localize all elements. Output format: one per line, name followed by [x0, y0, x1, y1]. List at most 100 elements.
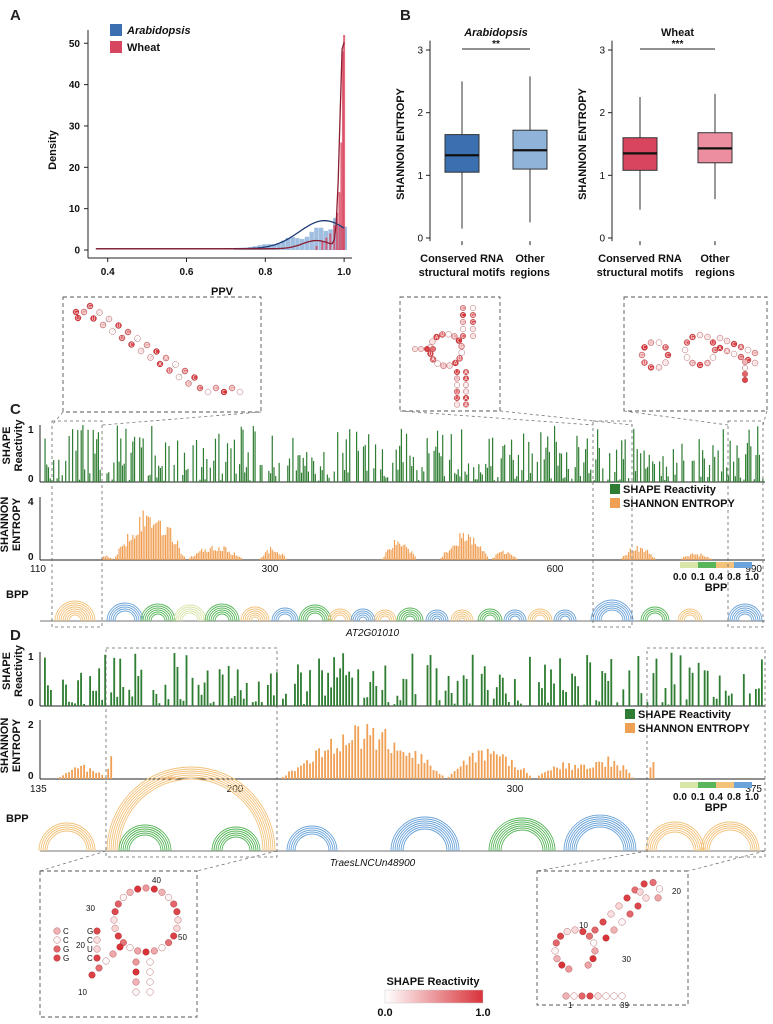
bpp-arc — [108, 604, 142, 622]
entropy-bar — [182, 555, 184, 560]
bpp-arc — [210, 609, 234, 622]
panel-letter-d: D — [10, 627, 21, 644]
nucleotide-letter: C — [453, 334, 457, 340]
nucleotide — [602, 934, 610, 942]
bpp-arc — [68, 614, 82, 622]
entropy-bar — [414, 556, 416, 560]
bpp-arc — [148, 611, 168, 622]
hist-bar-arabidopsis — [266, 244, 272, 250]
bpp-arc — [329, 610, 351, 622]
shape-bar — [161, 466, 163, 482]
entropy-bar — [650, 554, 652, 560]
entropy-bar — [62, 775, 64, 779]
nucleotide — [173, 924, 181, 932]
structure-inset-2: GCAUGGAUCCCGUUAGCGCGCGCGCGUAUAUAUAUAUA — [399, 296, 501, 412]
entropy-bar — [201, 548, 203, 560]
bpp-arc — [392, 818, 458, 852]
shape-bar — [729, 440, 731, 482]
base-letter: G — [63, 945, 69, 954]
entropy-bar — [158, 520, 160, 560]
bpp-arc — [288, 827, 336, 852]
shape-bar — [312, 461, 315, 482]
entropy-bar — [161, 535, 163, 560]
entropy-bar — [71, 769, 73, 779]
entropy-bar — [388, 548, 390, 560]
bpp-arc — [358, 616, 368, 622]
shape-bar — [450, 434, 452, 482]
shape-bar — [670, 652, 673, 706]
shape-bar — [62, 679, 64, 706]
nucleotide — [636, 888, 644, 896]
entropy-bar — [363, 738, 366, 779]
bpp-arc — [352, 610, 374, 622]
shape-bar — [586, 655, 589, 706]
shape-bar — [676, 462, 678, 482]
shape-bar — [294, 683, 296, 706]
nucleotide-letter: G — [149, 355, 153, 361]
entropy-bar — [102, 556, 105, 560]
bpp-arc — [377, 613, 393, 622]
bpp-arc — [214, 613, 230, 622]
entropy-bar — [556, 767, 558, 779]
shape-bar — [396, 695, 399, 706]
nucleotide-letter: C — [214, 386, 218, 392]
entropy-bar — [568, 763, 570, 779]
entropy-bar — [610, 766, 613, 779]
nucleotide — [607, 910, 615, 918]
nucleotide — [681, 346, 689, 354]
shape-bar — [604, 673, 607, 706]
entropy-bar — [324, 750, 326, 779]
shape-bar — [593, 480, 595, 482]
shape-bar — [523, 433, 525, 482]
shape-bar — [104, 654, 107, 706]
shape-bar — [414, 694, 417, 706]
nucleotide — [427, 350, 434, 357]
position-number: 30 — [622, 955, 631, 964]
entropy-bar — [276, 552, 279, 560]
shape-bar — [443, 476, 446, 482]
entropy-bar — [466, 540, 468, 560]
bpp-scale-tick: 1.0 — [745, 792, 759, 803]
nucleotide — [610, 926, 618, 934]
nucleotide — [586, 992, 594, 1000]
bpp-arc — [181, 612, 199, 622]
shape-bar — [757, 688, 760, 706]
nucleotide-letter: C — [461, 313, 465, 319]
shape-bar — [667, 476, 669, 482]
shape-bar — [468, 703, 471, 706]
shape-bar — [214, 438, 217, 482]
entropy-bar — [263, 555, 265, 560]
entropy-bar — [653, 557, 656, 560]
nucleotide — [93, 927, 101, 935]
nucleotide-letter: C — [753, 361, 757, 367]
nucleotide — [696, 361, 704, 369]
track-panel-c: 1 0 SHAPE Reactivity 4 0 SHANNON ENTROPY SHAPE R… — [0, 419, 765, 639]
shape-bar — [97, 432, 100, 482]
bpp-arc — [677, 608, 703, 622]
entropy-bar — [171, 541, 174, 560]
shape-bar — [345, 675, 348, 706]
y-tick-label: 40 — [69, 80, 81, 91]
shape-bar — [356, 431, 358, 482]
entropy-bar — [86, 771, 88, 779]
shape-bar — [257, 681, 260, 706]
shape-bar — [133, 436, 136, 482]
nucleotide-letter: A — [657, 365, 661, 371]
entropy-bar — [486, 556, 489, 560]
position-label: 375 — [745, 784, 762, 795]
nucleotide-letter: C — [193, 375, 197, 381]
shape-bar — [438, 700, 441, 706]
bpp-arc — [173, 604, 207, 622]
shape-bar — [486, 467, 489, 482]
shape-track-label: SHAPE — [1, 427, 13, 465]
shape-bar — [652, 673, 655, 706]
entropy-bar — [387, 749, 390, 779]
entropy-bar — [333, 753, 336, 779]
shape-bar — [209, 467, 211, 482]
bpp-arc — [452, 611, 472, 622]
shape-bar — [548, 451, 551, 482]
entropy-bar — [621, 558, 623, 560]
shape-bar — [225, 461, 227, 482]
shape-bar — [557, 465, 559, 482]
